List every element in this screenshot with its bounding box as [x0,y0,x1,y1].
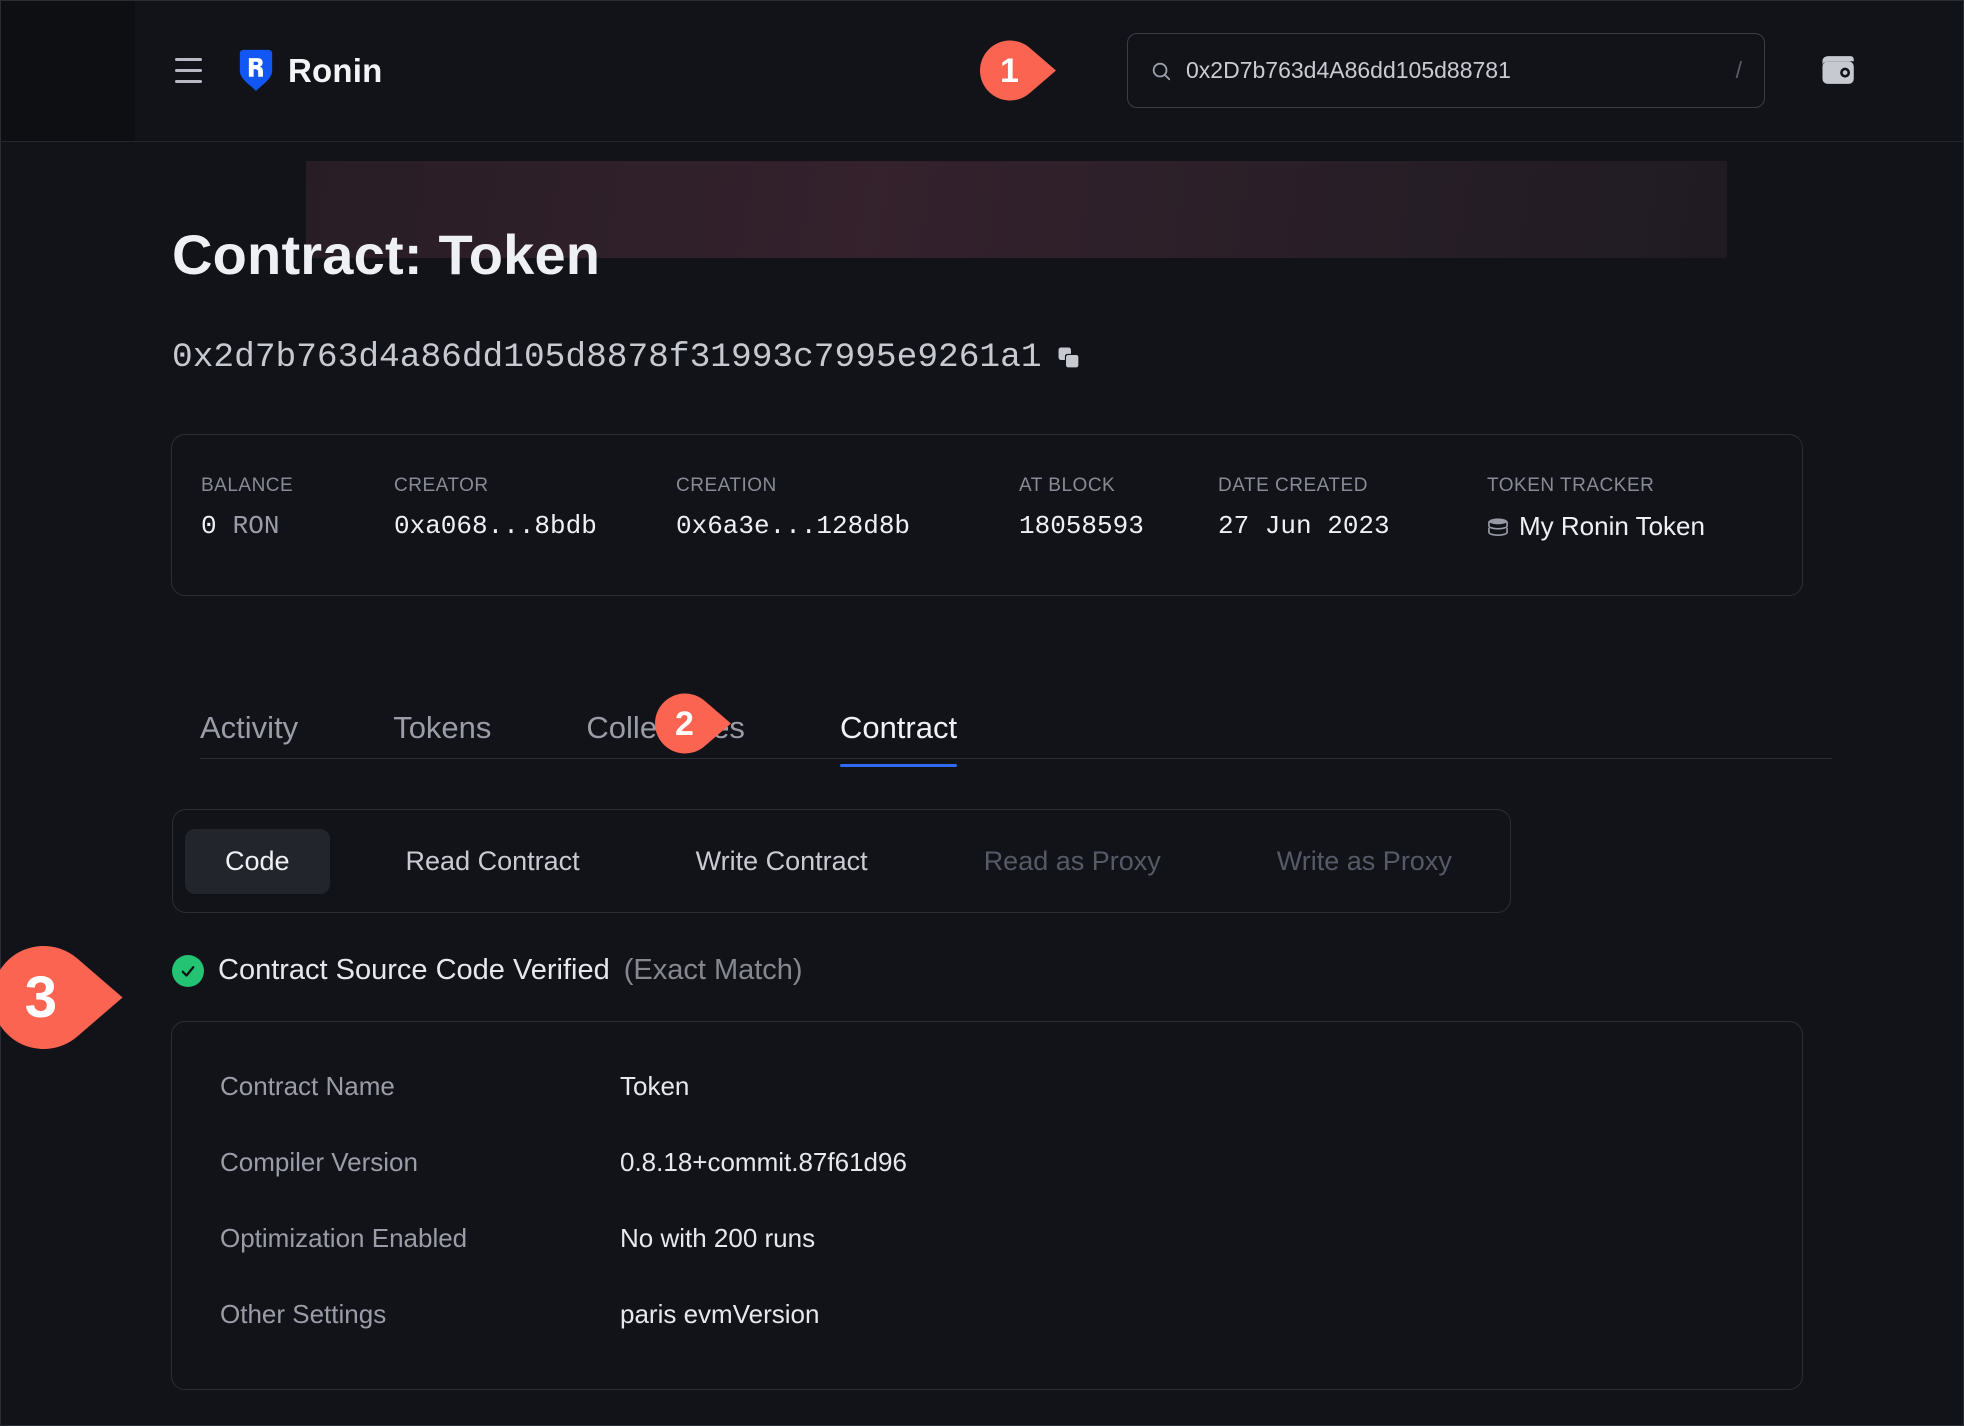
svg-text:3: 3 [25,965,57,1030]
svg-text:2: 2 [675,705,694,743]
svg-text:1: 1 [1000,52,1019,90]
